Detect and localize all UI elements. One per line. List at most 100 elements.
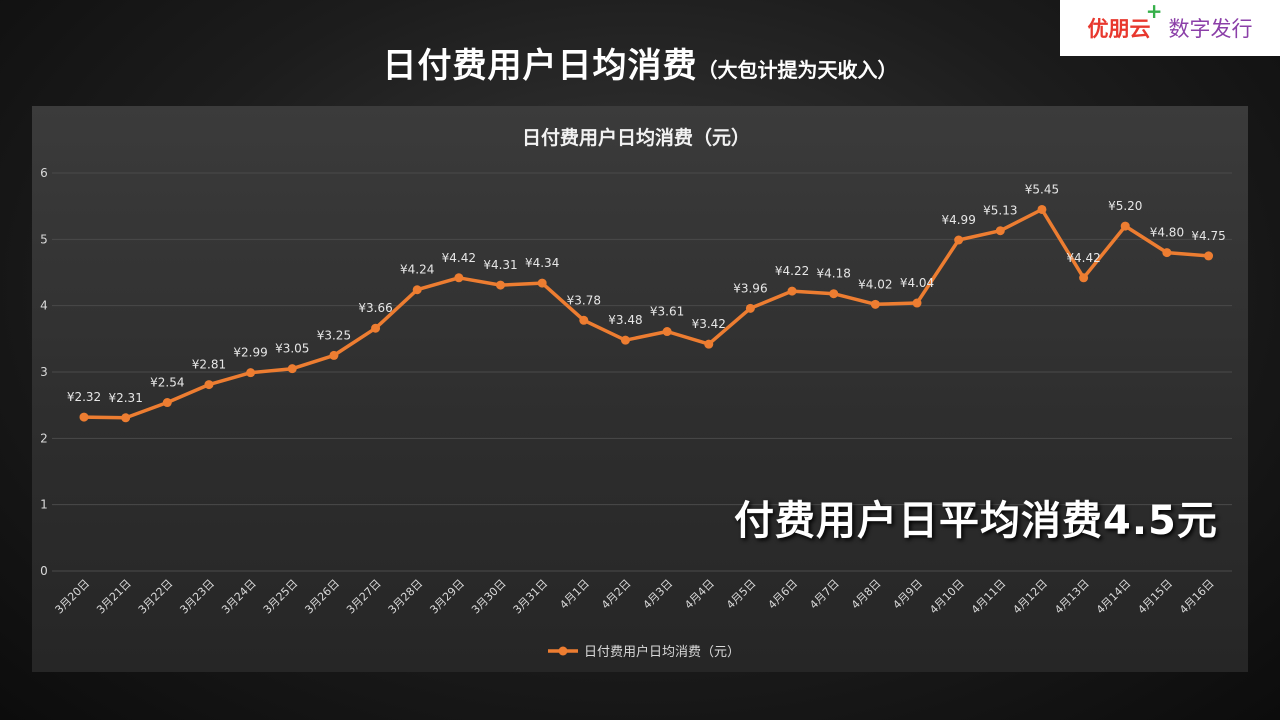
data-point bbox=[1204, 251, 1214, 261]
data-label: ¥4.02 bbox=[858, 277, 892, 291]
data-point bbox=[787, 286, 797, 296]
x-tick-label: 3月20日 bbox=[53, 577, 93, 617]
data-point bbox=[246, 368, 256, 378]
data-point bbox=[79, 412, 89, 422]
x-tick-label: 3月25日 bbox=[261, 577, 301, 617]
x-tick-label: 4月3日 bbox=[641, 577, 676, 612]
data-point bbox=[1162, 248, 1172, 258]
x-tick-label: 4月1日 bbox=[557, 577, 592, 612]
x-tick-label: 3月29日 bbox=[427, 577, 467, 617]
data-point bbox=[1120, 221, 1130, 231]
data-label: ¥4.80 bbox=[1150, 226, 1184, 240]
data-label: ¥2.31 bbox=[108, 391, 142, 405]
data-point bbox=[1037, 204, 1047, 214]
data-label: ¥2.54 bbox=[150, 376, 184, 390]
x-tick-label: 4月6日 bbox=[766, 577, 801, 612]
x-tick-label: 4月8日 bbox=[849, 577, 884, 612]
x-tick-label: 3月31日 bbox=[511, 577, 551, 617]
logo-plus-icon: + bbox=[1145, 0, 1163, 23]
data-label: ¥4.42 bbox=[1066, 251, 1100, 265]
data-point bbox=[579, 315, 589, 325]
x-tick-label: 4月7日 bbox=[807, 577, 842, 612]
data-label: ¥4.99 bbox=[941, 213, 975, 227]
data-label: ¥2.32 bbox=[67, 390, 101, 404]
data-label: ¥3.42 bbox=[692, 317, 726, 331]
y-tick-label: 5 bbox=[40, 232, 48, 246]
x-tick-label: 4月13日 bbox=[1052, 577, 1092, 617]
data-point bbox=[954, 235, 964, 245]
data-label: ¥2.99 bbox=[233, 346, 267, 360]
x-tick-label: 3月28日 bbox=[386, 577, 426, 617]
x-tick-label: 4月12日 bbox=[1010, 577, 1050, 617]
data-point bbox=[121, 413, 131, 423]
data-point bbox=[162, 398, 172, 408]
series-line bbox=[83, 207, 1209, 420]
x-tick-label: 4月15日 bbox=[1135, 577, 1175, 617]
y-tick-label: 6 bbox=[40, 166, 48, 180]
data-label: ¥3.78 bbox=[567, 293, 601, 307]
chart-panel bbox=[32, 106, 1248, 672]
x-tick-label: 4月10日 bbox=[927, 577, 967, 617]
y-tick-label: 1 bbox=[40, 498, 48, 512]
data-label: ¥4.04 bbox=[900, 276, 934, 290]
data-label: ¥5.45 bbox=[1025, 182, 1059, 196]
data-label: ¥3.96 bbox=[733, 281, 767, 295]
data-label: ¥5.20 bbox=[1108, 199, 1142, 213]
data-label: ¥4.31 bbox=[483, 258, 517, 272]
data-label: ¥4.42 bbox=[442, 251, 476, 265]
data-label: ¥3.48 bbox=[608, 313, 642, 327]
data-label: ¥4.22 bbox=[775, 264, 809, 278]
legend-marker bbox=[558, 646, 568, 656]
slide-title-main: 日付费用户日均消费 bbox=[382, 46, 698, 86]
x-tick-label: 4月4日 bbox=[682, 577, 717, 612]
data-point bbox=[329, 350, 339, 360]
data-point bbox=[829, 289, 839, 299]
slide-title: 日付费用户日均消费（大包计提为天收入） bbox=[0, 38, 1280, 87]
y-tick-label: 4 bbox=[40, 299, 48, 313]
data-point bbox=[704, 339, 714, 349]
data-point bbox=[870, 299, 880, 309]
data-point bbox=[496, 280, 505, 290]
x-tick-label: 4月5日 bbox=[724, 577, 759, 612]
y-tick-label: 0 bbox=[40, 564, 48, 578]
data-point bbox=[537, 278, 547, 288]
data-label: ¥4.18 bbox=[817, 267, 851, 281]
logo-brand-text: 优朋云 bbox=[1087, 17, 1151, 41]
x-tick-label: 4月16日 bbox=[1177, 577, 1217, 617]
data-point bbox=[912, 298, 922, 308]
x-tick-label: 3月27日 bbox=[344, 577, 384, 617]
x-tick-label: 3月30日 bbox=[469, 577, 509, 617]
x-tick-label: 4月2日 bbox=[599, 577, 634, 612]
x-tick-label: 3月22日 bbox=[136, 577, 176, 617]
data-point bbox=[412, 285, 422, 295]
legend-label: 日付费用户日均消费（元） bbox=[584, 644, 740, 660]
data-point bbox=[745, 303, 755, 313]
logo-brand: 优朋云 + bbox=[1087, 0, 1163, 43]
data-label: ¥3.66 bbox=[358, 301, 392, 315]
data-label: ¥4.75 bbox=[1191, 229, 1225, 243]
x-tick-label: 3月21日 bbox=[94, 577, 134, 617]
data-point bbox=[371, 323, 381, 333]
callout-average: 付费用户日平均消费4.5元 bbox=[734, 498, 1218, 544]
y-tick-label: 3 bbox=[40, 365, 48, 379]
data-point bbox=[995, 226, 1005, 236]
company-logo: 优朋云 + 数字发行 bbox=[1060, 0, 1280, 56]
x-tick-label: 3月24日 bbox=[219, 577, 259, 617]
data-label: ¥3.05 bbox=[275, 342, 309, 356]
data-point bbox=[1079, 273, 1089, 283]
data-point bbox=[662, 327, 672, 337]
x-tick-label: 4月9日 bbox=[890, 577, 925, 612]
data-point bbox=[204, 380, 214, 390]
data-label: ¥3.61 bbox=[650, 305, 684, 319]
data-point bbox=[620, 335, 630, 345]
slide-title-subtitle: （大包计提为天收入） bbox=[697, 58, 898, 82]
chart-title: 日付费用户日均消费（元） bbox=[522, 126, 750, 149]
x-tick-label: 3月26日 bbox=[302, 577, 342, 617]
data-label: ¥4.34 bbox=[525, 256, 559, 270]
y-tick-label: 2 bbox=[40, 431, 48, 445]
data-point bbox=[454, 273, 464, 283]
data-point bbox=[287, 364, 297, 374]
data-label: ¥4.24 bbox=[400, 263, 434, 277]
data-label: ¥5.13 bbox=[983, 204, 1017, 218]
